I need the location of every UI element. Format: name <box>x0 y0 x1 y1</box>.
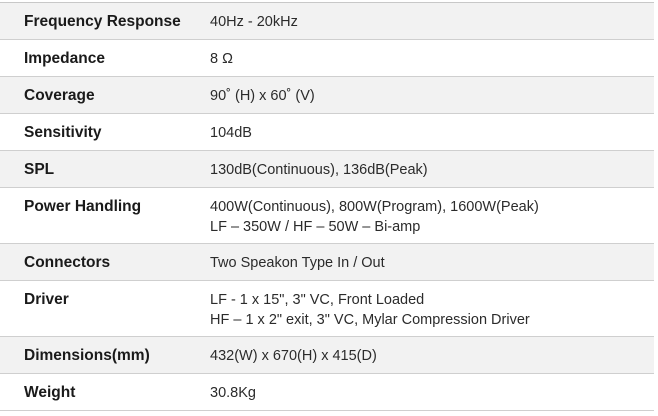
spec-label: Power Handling <box>24 198 142 215</box>
spec-value: 90˚ (H) x 60˚ (V) <box>210 88 315 104</box>
spec-label: Dimensions(mm) <box>24 347 150 364</box>
spec-label: Impedance <box>24 50 105 67</box>
spec-value: LF - 1 x 15", 3" VC, Front Loaded HF – 1 … <box>210 292 530 328</box>
spec-value: 130dB(Continuous), 136dB(Peak) <box>210 162 428 178</box>
spec-value: Two Speakon Type In / Out <box>210 255 385 271</box>
spec-value: 432(W) x 670(H) x 415(D) <box>210 348 377 364</box>
spec-row-frequency-response: Frequency Response 40Hz - 20kHz <box>0 2 654 40</box>
spec-label: Driver <box>24 291 69 308</box>
spec-value: 8 Ω <box>210 51 233 67</box>
spec-value: 40Hz - 20kHz <box>210 14 298 30</box>
spec-label: Weight <box>24 384 76 401</box>
spec-row-power-handling: Power Handling 400W(Continuous), 800W(Pr… <box>0 187 654 244</box>
spec-row-driver: Driver LF - 1 x 15", 3" VC, Front Loaded… <box>0 280 654 337</box>
spec-row-weight: Weight 30.8Kg <box>0 373 654 411</box>
spec-label: Frequency Response <box>24 13 181 30</box>
spec-row-sensitivity: Sensitivity 104dB <box>0 113 654 151</box>
spec-label: Sensitivity <box>24 124 102 141</box>
spec-row-coverage: Coverage 90˚ (H) x 60˚ (V) <box>0 76 654 114</box>
spec-row-connectors: Connectors Two Speakon Type In / Out <box>0 243 654 281</box>
spec-value: 400W(Continuous), 800W(Program), 1600W(P… <box>210 199 539 235</box>
spec-label: SPL <box>24 161 55 178</box>
spec-label: Connectors <box>24 254 111 271</box>
spec-table: Frequency Response 40Hz - 20kHz Impedanc… <box>0 2 654 411</box>
spec-row-impedance: Impedance 8 Ω <box>0 39 654 77</box>
spec-row-dimensions: Dimensions(mm) 432(W) x 670(H) x 415(D) <box>0 336 654 374</box>
spec-row-spl: SPL 130dB(Continuous), 136dB(Peak) <box>0 150 654 188</box>
spec-value: 30.8Kg <box>210 385 256 401</box>
spec-value: 104dB <box>210 125 252 141</box>
spec-label: Coverage <box>24 87 95 104</box>
